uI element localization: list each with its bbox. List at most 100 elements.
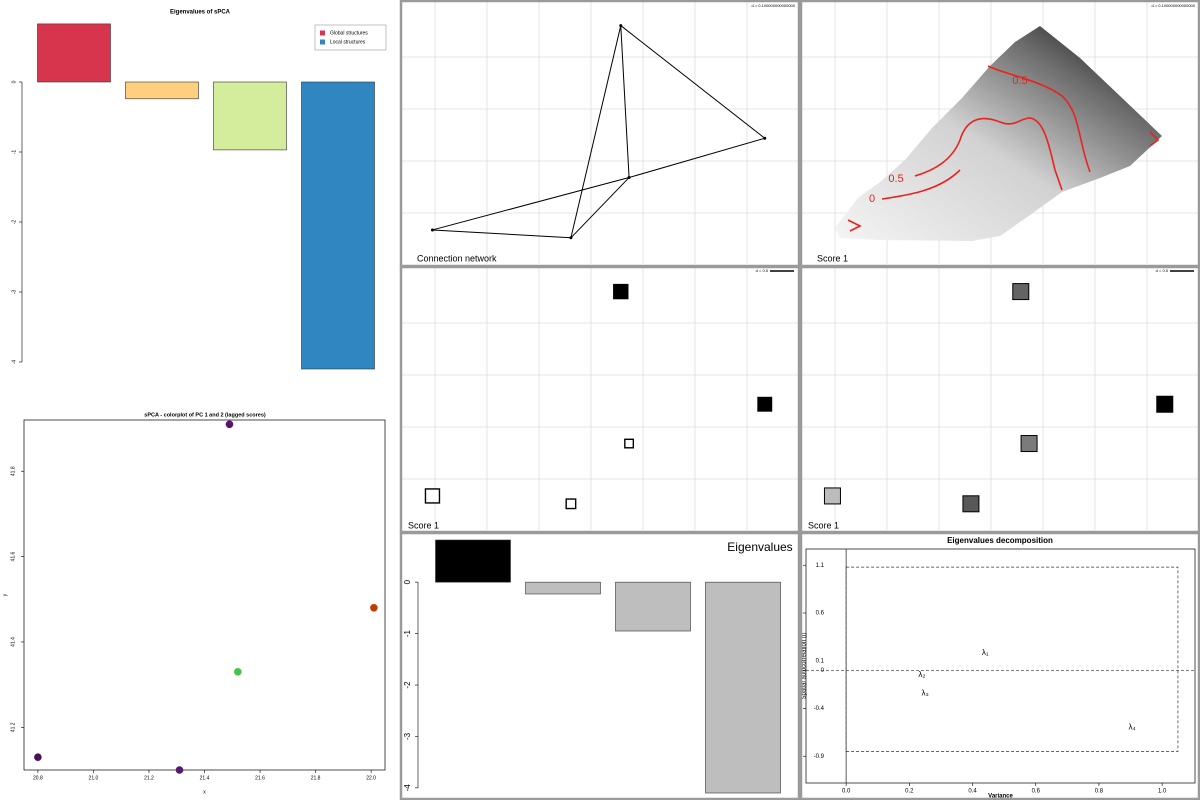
y-tick-label: 0 <box>11 80 17 83</box>
panel-label: Score 1 <box>808 520 839 530</box>
y-tick-label: 0 <box>403 579 412 584</box>
y-tick-label: -4 <box>11 360 17 365</box>
score-square <box>757 396 773 412</box>
x-tick-label: 20.8 <box>33 775 43 781</box>
contour-line <box>847 219 862 232</box>
score-square <box>962 495 980 513</box>
x-tick-label: 21.0 <box>89 775 99 781</box>
scale-label: d = 0.5 <box>1156 268 1169 273</box>
plot-box <box>805 548 1196 784</box>
y-tick-label: -1 <box>11 150 17 155</box>
x-tick-label: 21.2 <box>144 775 154 781</box>
x-tick-label: 21.4 <box>200 775 210 781</box>
scale-label: d = 0.100000000000000 <box>1152 3 1196 8</box>
contour-line <box>914 117 1063 191</box>
edge <box>432 177 630 231</box>
panel-frames <box>399 0 1200 800</box>
point <box>225 420 234 429</box>
x-tick-label: 21.6 <box>255 775 265 781</box>
chart-title: Eigenvalues decomposition <box>947 536 1053 545</box>
x-tick-label: 0.2 <box>905 789 914 795</box>
x-axis-label: Variance <box>988 794 1013 800</box>
y-tick-label: -3 <box>403 732 412 740</box>
chart-title: Eigenvalues of sPCA <box>170 10 231 16</box>
point <box>234 668 242 676</box>
score-square <box>613 283 629 300</box>
x-tick-label: 21.8 <box>311 775 321 781</box>
score-square <box>1020 435 1038 453</box>
contour-line <box>1149 131 1160 147</box>
x-axis-label: x <box>203 789 206 795</box>
node <box>763 136 767 140</box>
y-tick-label: -1 <box>403 629 412 637</box>
panel-label: Score 1 <box>817 253 848 263</box>
bar <box>37 23 111 83</box>
edge <box>570 25 622 238</box>
bar <box>301 81 375 370</box>
point-label: λ₄ <box>1128 723 1135 732</box>
score-square <box>565 498 577 510</box>
bar <box>615 581 691 632</box>
legend-label: Global structures <box>330 30 368 36</box>
x-tick-label: 1.0 <box>1158 789 1167 795</box>
contour-line <box>881 169 961 200</box>
edge <box>620 25 630 178</box>
edge <box>432 229 571 239</box>
chart-title: Eigenvalues <box>727 540 792 554</box>
score-square <box>1156 395 1174 413</box>
y-tick-label: -2 <box>11 220 17 225</box>
point-label: λ₂ <box>918 670 925 679</box>
panel-label: Connection network <box>417 253 497 263</box>
node <box>627 176 631 180</box>
legend-swatch <box>320 39 325 45</box>
y-tick-label: 0.1 <box>816 658 825 664</box>
y-tick-label: 1.1 <box>816 563 825 569</box>
contour-label: 0 <box>869 193 875 205</box>
panel-label: Score 1 <box>408 520 439 530</box>
y-tick-label: 41.8 <box>10 466 16 476</box>
bar <box>705 581 781 794</box>
bar <box>213 81 287 151</box>
x-tick-label: 22.0 <box>366 775 376 781</box>
point <box>370 604 378 612</box>
y-tick-label: 41.2 <box>10 722 16 732</box>
edge <box>570 177 630 239</box>
y-tick-label: 41.6 <box>10 552 16 562</box>
node <box>569 236 573 240</box>
point <box>175 766 184 774</box>
x-tick-label: 0.4 <box>968 789 977 795</box>
score-surface <box>835 26 1162 241</box>
node <box>619 24 623 28</box>
y-tick-label: 41.4 <box>10 637 16 647</box>
y-tick-label: 0 <box>821 668 825 674</box>
score-square <box>823 487 841 505</box>
edge <box>628 137 765 179</box>
y-tick-label: 0.6 <box>816 611 825 617</box>
bar <box>435 539 511 583</box>
point-label: λ₃ <box>922 688 929 697</box>
legend-swatch <box>320 30 325 36</box>
y-tick-label: -0.4 <box>814 706 825 712</box>
contour-label: 0.5 <box>888 173 903 185</box>
scale-label: d = 0.100000000000000 <box>752 3 796 8</box>
contour-line <box>987 65 1091 173</box>
chart-title: sPCA - colorplot of PC 1 and 2 (lagged s… <box>144 412 266 418</box>
x-tick-label: 0.6 <box>1032 789 1041 795</box>
legend-box <box>314 24 387 51</box>
node <box>430 228 434 232</box>
x-tick-label: 0.8 <box>1095 789 1104 795</box>
y-tick-label: -0.9 <box>814 754 825 760</box>
point <box>34 753 42 761</box>
y-tick-label: -2 <box>403 681 412 689</box>
edge <box>620 25 766 139</box>
bar <box>125 81 199 100</box>
point-label: λ₁ <box>982 648 989 657</box>
y-axis-label: y <box>2 593 8 596</box>
y-axis-label: Spatial autocorrelation (I) <box>802 632 808 699</box>
scale-label: d = 0.5 <box>756 268 769 273</box>
score-square <box>424 488 441 504</box>
x-tick-label: 0.0 <box>842 789 851 795</box>
score-square <box>624 438 635 449</box>
